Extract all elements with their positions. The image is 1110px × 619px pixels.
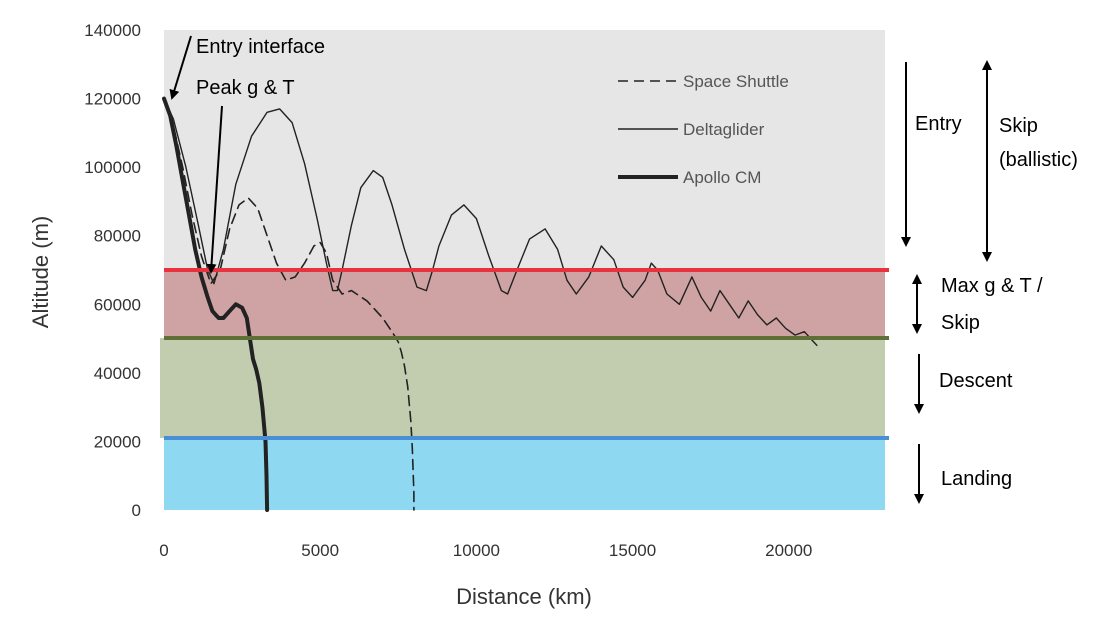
- x-tick-label: 5000: [301, 541, 339, 560]
- y-tick-label: 80000: [94, 227, 141, 246]
- phase-markers: Entry Skip (ballistic) Max g & T / Skip …: [901, 60, 1078, 504]
- y-tick-label: 20000: [94, 432, 141, 451]
- y-tick-label: 40000: [94, 364, 141, 383]
- series-deltaglider-line: [163, 97, 818, 347]
- series-layer: [162, 96, 818, 512]
- legend: Space Shuttle Deltaglider Apollo CM: [618, 72, 789, 187]
- descent-band: [160, 338, 885, 438]
- peak-arrow: [206, 105, 223, 274]
- x-tick-label: 20000: [765, 541, 812, 560]
- series-space-shuttle-line: [163, 97, 415, 511]
- skip-phase-label: Skip: [999, 115, 1038, 137]
- x-axis-title: Distance (km): [456, 584, 592, 609]
- entry-interface-arrow: [169, 35, 192, 100]
- y-axis-title: Altitude (m): [28, 216, 53, 328]
- x-tick-label: 10000: [453, 541, 500, 560]
- y-tick-labels: 0 20000 40000 60000 80000 100000 120000 140000: [84, 21, 141, 520]
- entry-interface-label: Entry interface: [196, 36, 325, 58]
- x-tick-label: 0: [159, 541, 168, 560]
- y-tick-label: 100000: [84, 158, 141, 177]
- entry-band: [164, 30, 885, 270]
- y-tick-label: 60000: [94, 295, 141, 314]
- series-apollo-cm-line: [162, 96, 270, 512]
- skip-phase-sublabel: (ballistic): [999, 149, 1078, 171]
- landing-band: [164, 438, 885, 510]
- legend-deltaglider-label: Deltaglider: [683, 120, 765, 139]
- y-tick-label: 0: [132, 501, 141, 520]
- skip-band: [164, 270, 885, 338]
- peak-label: Peak g & T: [196, 77, 295, 99]
- legend-apollo-label: Apollo CM: [683, 168, 761, 187]
- y-tick-label: 140000: [84, 21, 141, 40]
- descent-phase-label: Descent: [939, 370, 1013, 392]
- y-tick-label: 120000: [84, 90, 141, 109]
- entry-phase-label: Entry: [915, 113, 962, 135]
- max-phase-label: Max g & T /: [941, 275, 1043, 297]
- x-tick-label: 15000: [609, 541, 656, 560]
- legend-shuttle-label: Space Shuttle: [683, 72, 789, 91]
- max-phase-sublabel: Skip: [941, 312, 980, 334]
- landing-phase-label: Landing: [941, 468, 1012, 490]
- x-tick-labels: 0 5000 10000 15000 20000: [159, 541, 812, 560]
